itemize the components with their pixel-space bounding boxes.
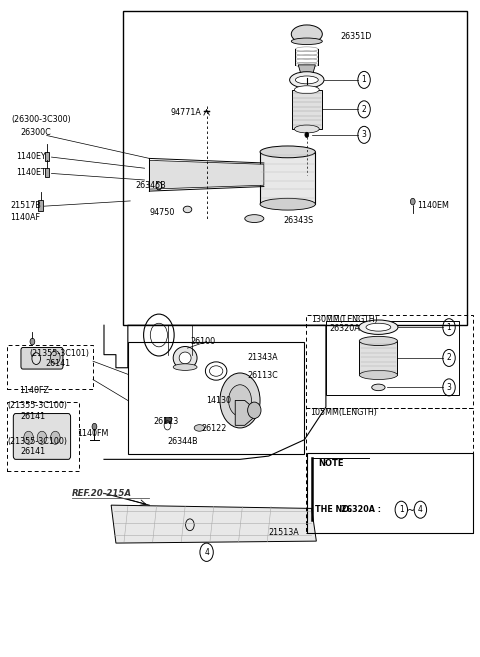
Text: 21513A: 21513A (269, 528, 300, 537)
Text: (26300-3C300): (26300-3C300) (11, 115, 71, 124)
Text: 26113C: 26113C (247, 371, 278, 380)
Text: 14130: 14130 (206, 396, 231, 405)
Circle shape (24, 431, 34, 444)
Text: 26320A :: 26320A : (341, 505, 381, 514)
Text: 26300C: 26300C (21, 127, 51, 137)
Text: 4: 4 (204, 548, 209, 556)
Bar (164, 417, 171, 422)
Ellipse shape (260, 198, 315, 210)
Ellipse shape (173, 364, 197, 371)
Bar (260, 152, 315, 204)
Bar (292, 90, 322, 129)
FancyBboxPatch shape (13, 413, 71, 459)
Text: 2: 2 (447, 353, 451, 363)
Polygon shape (235, 401, 252, 425)
Bar (360, 341, 397, 375)
Text: 4: 4 (418, 505, 423, 514)
Ellipse shape (291, 38, 323, 45)
Text: 1140FZ: 1140FZ (20, 386, 49, 395)
Text: NOTE: NOTE (318, 459, 344, 468)
Text: 1140AF: 1140AF (10, 213, 40, 222)
Ellipse shape (209, 366, 223, 376)
Text: 130MM(LENGTH): 130MM(LENGTH) (312, 315, 378, 325)
Text: (21355-3C100): (21355-3C100) (7, 436, 67, 445)
Ellipse shape (194, 424, 204, 431)
Bar (307, 453, 473, 533)
Text: 26141: 26141 (45, 359, 71, 369)
Circle shape (50, 431, 60, 444)
Ellipse shape (260, 146, 315, 158)
Circle shape (228, 385, 252, 416)
Text: 26141: 26141 (21, 412, 46, 420)
Text: 21343A: 21343A (247, 353, 278, 363)
Text: 3: 3 (361, 130, 367, 139)
Text: 2: 2 (362, 105, 366, 114)
Bar (306, 408, 473, 533)
Bar (45, 168, 48, 177)
Ellipse shape (294, 125, 319, 133)
Ellipse shape (179, 352, 191, 364)
Text: 94771A: 94771A (171, 108, 202, 117)
Ellipse shape (366, 323, 391, 331)
Ellipse shape (294, 86, 319, 94)
Text: (21355-3C101): (21355-3C101) (29, 349, 89, 358)
Text: 26100: 26100 (190, 337, 215, 346)
Bar (7, 345, 93, 389)
Text: 26351D: 26351D (340, 32, 372, 41)
Circle shape (37, 431, 47, 444)
Text: 1140ET: 1140ET (16, 168, 46, 177)
Bar (38, 200, 43, 211)
Ellipse shape (372, 384, 385, 391)
Circle shape (410, 198, 415, 205)
Circle shape (305, 132, 309, 137)
Bar (123, 11, 467, 325)
Polygon shape (298, 65, 315, 78)
Polygon shape (111, 505, 316, 543)
Ellipse shape (291, 25, 323, 43)
Text: 1: 1 (362, 76, 366, 84)
Ellipse shape (248, 402, 261, 419)
Text: 26320A: 26320A (330, 324, 360, 333)
Ellipse shape (360, 371, 397, 380)
Text: 26122: 26122 (202, 424, 227, 433)
Text: (21355-3C100): (21355-3C100) (7, 401, 67, 410)
Text: 26344B: 26344B (168, 436, 198, 445)
Circle shape (50, 351, 60, 364)
Ellipse shape (360, 336, 397, 346)
Text: 1140EM: 1140EM (418, 201, 449, 210)
Text: 94750: 94750 (149, 208, 175, 217)
Text: 21517B: 21517B (10, 201, 41, 210)
Bar (7, 402, 79, 471)
Bar (306, 315, 473, 408)
FancyBboxPatch shape (21, 348, 63, 369)
Ellipse shape (289, 72, 324, 88)
Ellipse shape (173, 346, 197, 369)
Ellipse shape (32, 353, 40, 365)
Circle shape (30, 338, 35, 345)
Text: 3: 3 (446, 383, 452, 392)
Text: THE NO.: THE NO. (315, 505, 352, 514)
Text: 26141: 26141 (21, 447, 46, 456)
Bar (45, 152, 48, 161)
Text: 1: 1 (447, 323, 451, 332)
Text: 1140FM: 1140FM (77, 428, 108, 438)
Text: 26343S: 26343S (283, 216, 313, 225)
Text: REF.20-215A: REF.20-215A (72, 489, 132, 498)
Ellipse shape (183, 206, 192, 213)
Text: 26345B: 26345B (135, 181, 166, 191)
Ellipse shape (359, 320, 398, 334)
Text: 105MM(LENGTH): 105MM(LENGTH) (311, 409, 377, 417)
Text: 1: 1 (399, 505, 404, 514)
Text: 1140EY: 1140EY (16, 152, 46, 161)
Circle shape (92, 423, 97, 430)
Polygon shape (149, 160, 264, 189)
Circle shape (220, 373, 260, 428)
Bar (128, 342, 304, 454)
Bar (326, 321, 458, 396)
Ellipse shape (295, 76, 318, 84)
Text: ~: ~ (407, 506, 415, 516)
Text: 26123: 26123 (153, 417, 179, 426)
Ellipse shape (245, 215, 264, 223)
